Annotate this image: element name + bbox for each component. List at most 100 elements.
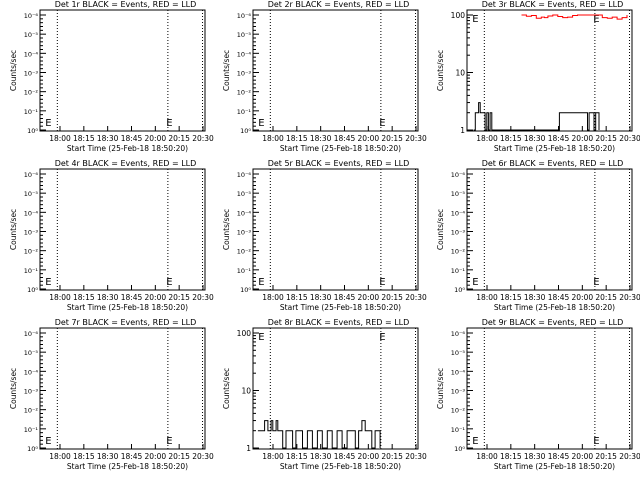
x-axis-label: Start Time (25-Feb-18 18:50:20): [67, 303, 188, 312]
x-tick-label: 20:00: [145, 134, 167, 143]
x-tick-label: 18:00: [49, 293, 71, 302]
y-tick-label: 10: [241, 387, 251, 396]
panel-title: Det 2r BLACK = Events, RED = LLD: [268, 0, 410, 9]
x-tick-label: 18:00: [49, 452, 71, 461]
x-tick-label: 20:30: [405, 452, 427, 461]
y-tick-label: 10⁻⁴: [451, 368, 466, 376]
x-axis-label: Start Time (25-Feb-18 18:50:20): [494, 462, 615, 471]
x-tick-label: 20:15: [595, 452, 617, 461]
x-tick-label: 18:45: [334, 293, 356, 302]
x-tick-label: 18:30: [97, 134, 119, 143]
x-tick-label: 20:00: [358, 293, 380, 302]
y-tick-label: 10⁻¹: [451, 426, 466, 434]
y-tick-label: 100: [451, 11, 466, 20]
x-axis-label: Start Time (25-Feb-18 18:50:20): [280, 462, 401, 471]
x-tick-label: 20:30: [192, 452, 214, 461]
x-tick-label: 20:15: [381, 452, 403, 461]
x-tick-label: 20:30: [192, 293, 214, 302]
plot-frame: [466, 9, 633, 132]
detector-panel-8: Det 8r BLACK = Events, RED = LLD 18:00 18:…: [222, 318, 427, 471]
x-tick-label: 18:30: [310, 293, 332, 302]
plot-frame: [39, 9, 206, 132]
y-tick-label: 10⁻⁵: [24, 349, 39, 357]
x-axis-label: Start Time (25-Feb-18 18:50:20): [494, 303, 615, 312]
y-tick-label: 10⁻⁴: [24, 209, 39, 217]
y-axis-label: Counts/sec: [436, 209, 445, 250]
event-marker: E: [472, 436, 478, 447]
x-tick-label: 20:15: [595, 134, 617, 143]
series-line-1: [473, 102, 600, 131]
y-tick-label: 10⁻⁴: [237, 209, 252, 217]
x-tick-label: 18:00: [476, 134, 498, 143]
x-tick-label: 20:30: [192, 134, 214, 143]
x-tick-label: 18:00: [262, 452, 284, 461]
x-tick-label: 18:00: [262, 293, 284, 302]
event-marker: E: [593, 277, 599, 288]
plot-frame: [252, 327, 419, 450]
y-tick-label: 1: [460, 126, 465, 135]
plot-frame: [252, 9, 419, 132]
y-tick-label: 10⁻³: [24, 70, 39, 78]
x-tick-label: 20:00: [572, 452, 594, 461]
y-tick-label: 10⁰: [454, 445, 465, 453]
x-tick-label: 20:15: [381, 134, 403, 143]
y-tick-label: 10⁰: [240, 127, 251, 135]
y-tick-label: 10⁻⁶: [24, 171, 39, 179]
x-tick-label: 18:00: [49, 134, 71, 143]
x-tick-label: 18:15: [500, 134, 522, 143]
x-tick-label: 20:30: [619, 293, 640, 302]
y-tick-label: 10⁻⁵: [24, 190, 39, 198]
x-tick-label: 18:45: [334, 452, 356, 461]
plot-frame: [39, 168, 206, 291]
y-axis-label: Counts/sec: [436, 50, 445, 91]
y-tick-label: 10⁻²: [451, 407, 466, 415]
x-tick-label: 18:45: [548, 293, 570, 302]
y-tick-label: 10⁻¹: [24, 267, 39, 275]
x-tick-label: 18:30: [97, 293, 119, 302]
x-tick-label: 18:00: [476, 452, 498, 461]
y-tick-label: 10⁻²: [237, 89, 252, 97]
x-tick-label: 18:30: [310, 134, 332, 143]
plot-frame: [466, 168, 633, 291]
x-tick-label: 18:45: [121, 452, 143, 461]
y-tick-label: 10⁻²: [237, 248, 252, 256]
y-tick-label: 10⁻⁵: [24, 31, 39, 39]
plot-frame: [252, 168, 419, 291]
x-tick-label: 18:15: [73, 452, 95, 461]
panel-title: Det 8r BLACK = Events, RED = LLD: [268, 318, 410, 327]
x-tick-label: 20:00: [572, 293, 594, 302]
y-tick-label: 1: [246, 444, 251, 453]
x-tick-label: 20:00: [572, 134, 594, 143]
series-line-2: [521, 14, 628, 20]
x-tick-label: 18:45: [548, 134, 570, 143]
x-tick-label: 20:30: [619, 134, 640, 143]
x-axis-label: Start Time (25-Feb-18 18:50:20): [280, 144, 401, 153]
x-tick-label: 18:00: [262, 134, 284, 143]
event-marker: E: [379, 277, 385, 288]
y-tick-label: 10⁻¹: [237, 108, 252, 116]
series-line-1: [257, 420, 381, 449]
y-tick-label: 10⁰: [454, 286, 465, 294]
panel-title: Det 9r BLACK = Events, RED = LLD: [482, 318, 624, 327]
x-tick-label: 18:15: [500, 293, 522, 302]
y-tick-label: 10: [455, 69, 465, 78]
y-axis-label: Counts/sec: [222, 368, 231, 409]
x-tick-label: 20:15: [168, 134, 190, 143]
x-tick-label: 20:00: [358, 134, 380, 143]
x-tick-label: 20:15: [595, 293, 617, 302]
event-marker: E: [45, 277, 51, 288]
y-tick-label: 10⁻³: [24, 388, 39, 396]
plot-frame: [466, 327, 633, 450]
y-tick-label: 10⁻⁴: [24, 50, 39, 58]
x-tick-label: 18:30: [524, 134, 546, 143]
x-tick-label: 18:00: [476, 293, 498, 302]
event-marker: E: [258, 332, 264, 343]
x-axis-label: Start Time (25-Feb-18 18:50:20): [67, 462, 188, 471]
x-tick-label: 18:45: [334, 134, 356, 143]
y-axis-label: Counts/sec: [9, 50, 18, 91]
